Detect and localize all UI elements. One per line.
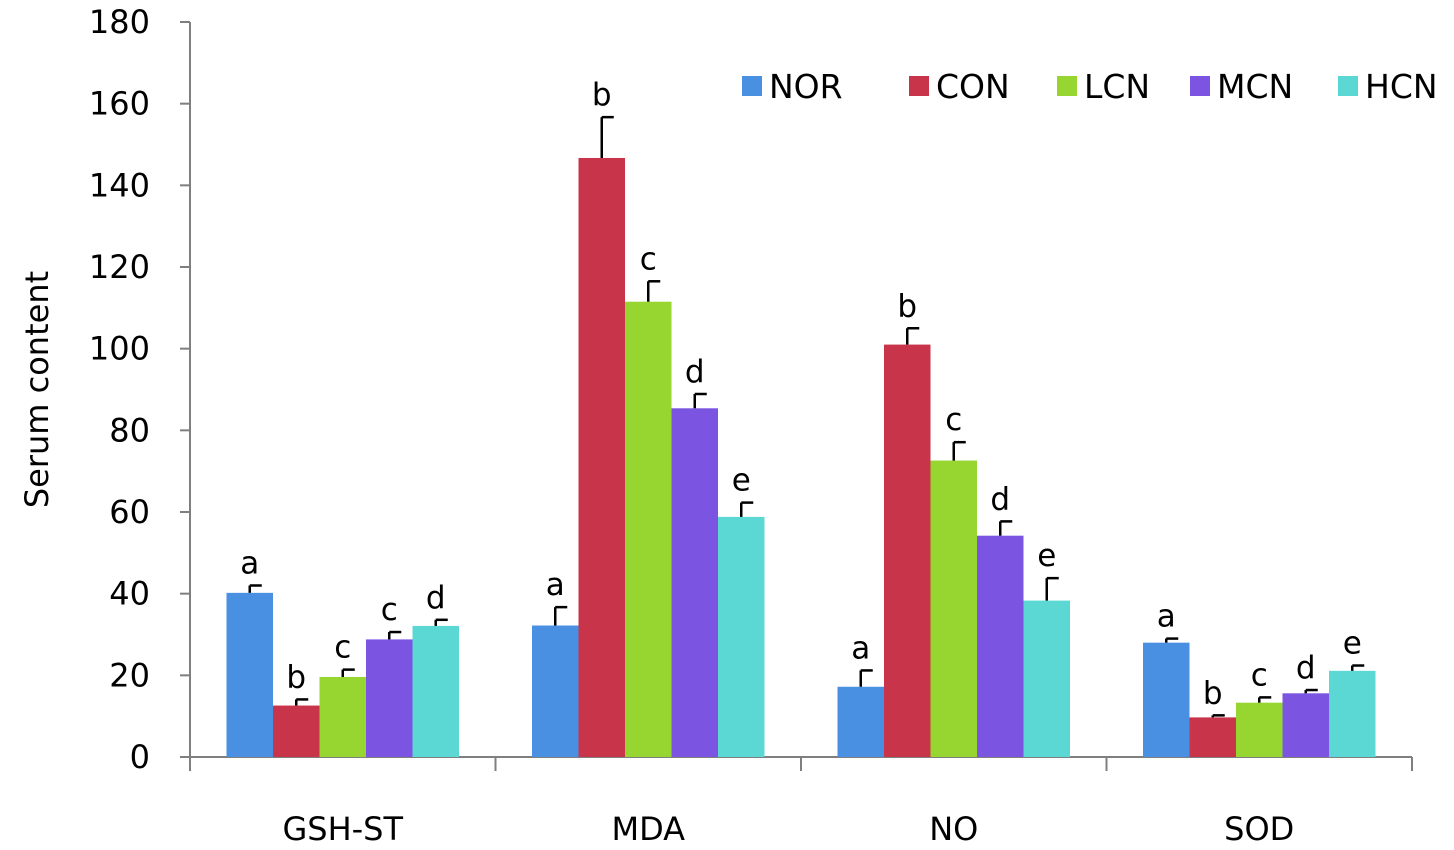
bar-hcn-mda (718, 516, 765, 757)
legend-swatch-con (909, 76, 929, 96)
bar-nor-mda (532, 625, 579, 757)
significance-label: e (1343, 626, 1362, 662)
legend-label-con: CON (936, 67, 1010, 106)
y-tick-label: 120 (89, 248, 150, 286)
bar-lcn-sod (1236, 702, 1283, 757)
bar-mcn-mda (671, 408, 718, 757)
y-axis: 0 20 40 60 80 100 120 140 160 180 (89, 3, 191, 776)
legend-swatch-mcn (1190, 76, 1210, 96)
y-tick-label: 180 (89, 3, 150, 41)
significance-label: c (945, 402, 962, 438)
bar-nor-no (837, 686, 884, 757)
x-tick-label: MDA (611, 810, 685, 848)
bar-hcn-no (1023, 600, 1070, 757)
legend-swatch-lcn (1057, 76, 1077, 96)
significance-label: c (1251, 657, 1268, 693)
significance-label: b (286, 659, 306, 695)
bar-mcn-sod (1282, 693, 1329, 757)
significance-label: b (592, 77, 612, 113)
bar-lcn-no (930, 460, 977, 757)
y-tick-label: 100 (89, 330, 150, 368)
legend-label-mcn: MCN (1217, 67, 1293, 106)
significance-label: d (1296, 650, 1316, 686)
bar-con-no (884, 344, 931, 757)
bar-con-gsh-st (273, 705, 320, 757)
significance-label: c (640, 241, 657, 277)
bar-lcn-gsh-st (319, 676, 366, 757)
x-tick-label: NO (929, 810, 978, 848)
bar-con-mda (578, 157, 625, 758)
y-axis-title-group: Serum content (18, 271, 56, 508)
bar-mcn-no (977, 535, 1024, 757)
significance-label: c (381, 592, 398, 628)
legend-label-lcn: LCN (1084, 67, 1150, 106)
bar-hcn-gsh-st (412, 625, 459, 757)
significance-label: e (732, 463, 751, 499)
significance-label: d (990, 481, 1010, 517)
y-tick-label: 20 (109, 656, 150, 694)
y-tick-label: 140 (89, 166, 150, 204)
x-tick-label: GSH-ST (282, 810, 403, 848)
significance-label: b (897, 288, 917, 324)
bar-nor-gsh-st (226, 592, 273, 757)
x-axis: GSH-ST MDA NO SOD (189, 756, 1413, 848)
legend-swatch-nor (742, 76, 762, 96)
significance-label: a (240, 546, 259, 582)
legend-swatch-hcn (1338, 76, 1358, 96)
bar-nor-sod (1143, 642, 1190, 757)
significance-label: a (1157, 599, 1176, 635)
significance-label: d (685, 354, 705, 390)
bar-lcn-mda (625, 301, 672, 757)
significance-label: e (1037, 538, 1056, 574)
significance-label: b (1203, 675, 1223, 711)
y-axis-title: Serum content (18, 271, 56, 508)
y-tick-label: 80 (109, 411, 150, 449)
significance-label: c (334, 630, 351, 666)
y-tick-label: 40 (109, 575, 150, 613)
bar-mcn-gsh-st (366, 639, 413, 757)
significance-label: a (851, 630, 870, 666)
legend-label-hcn: HCN (1365, 67, 1438, 106)
y-tick-label: 0 (130, 738, 150, 776)
bar-hcn-sod (1329, 670, 1376, 757)
y-tick-label: 60 (109, 493, 150, 531)
x-tick-label: SOD (1224, 810, 1294, 848)
y-tick-label: 160 (89, 85, 150, 123)
significance-label: d (426, 580, 446, 616)
bar-con-sod (1189, 717, 1236, 757)
legend-label-nor: NOR (769, 67, 843, 106)
legend: NOR CON LCN MCN HCN (742, 67, 1438, 106)
significance-label: a (546, 567, 565, 603)
